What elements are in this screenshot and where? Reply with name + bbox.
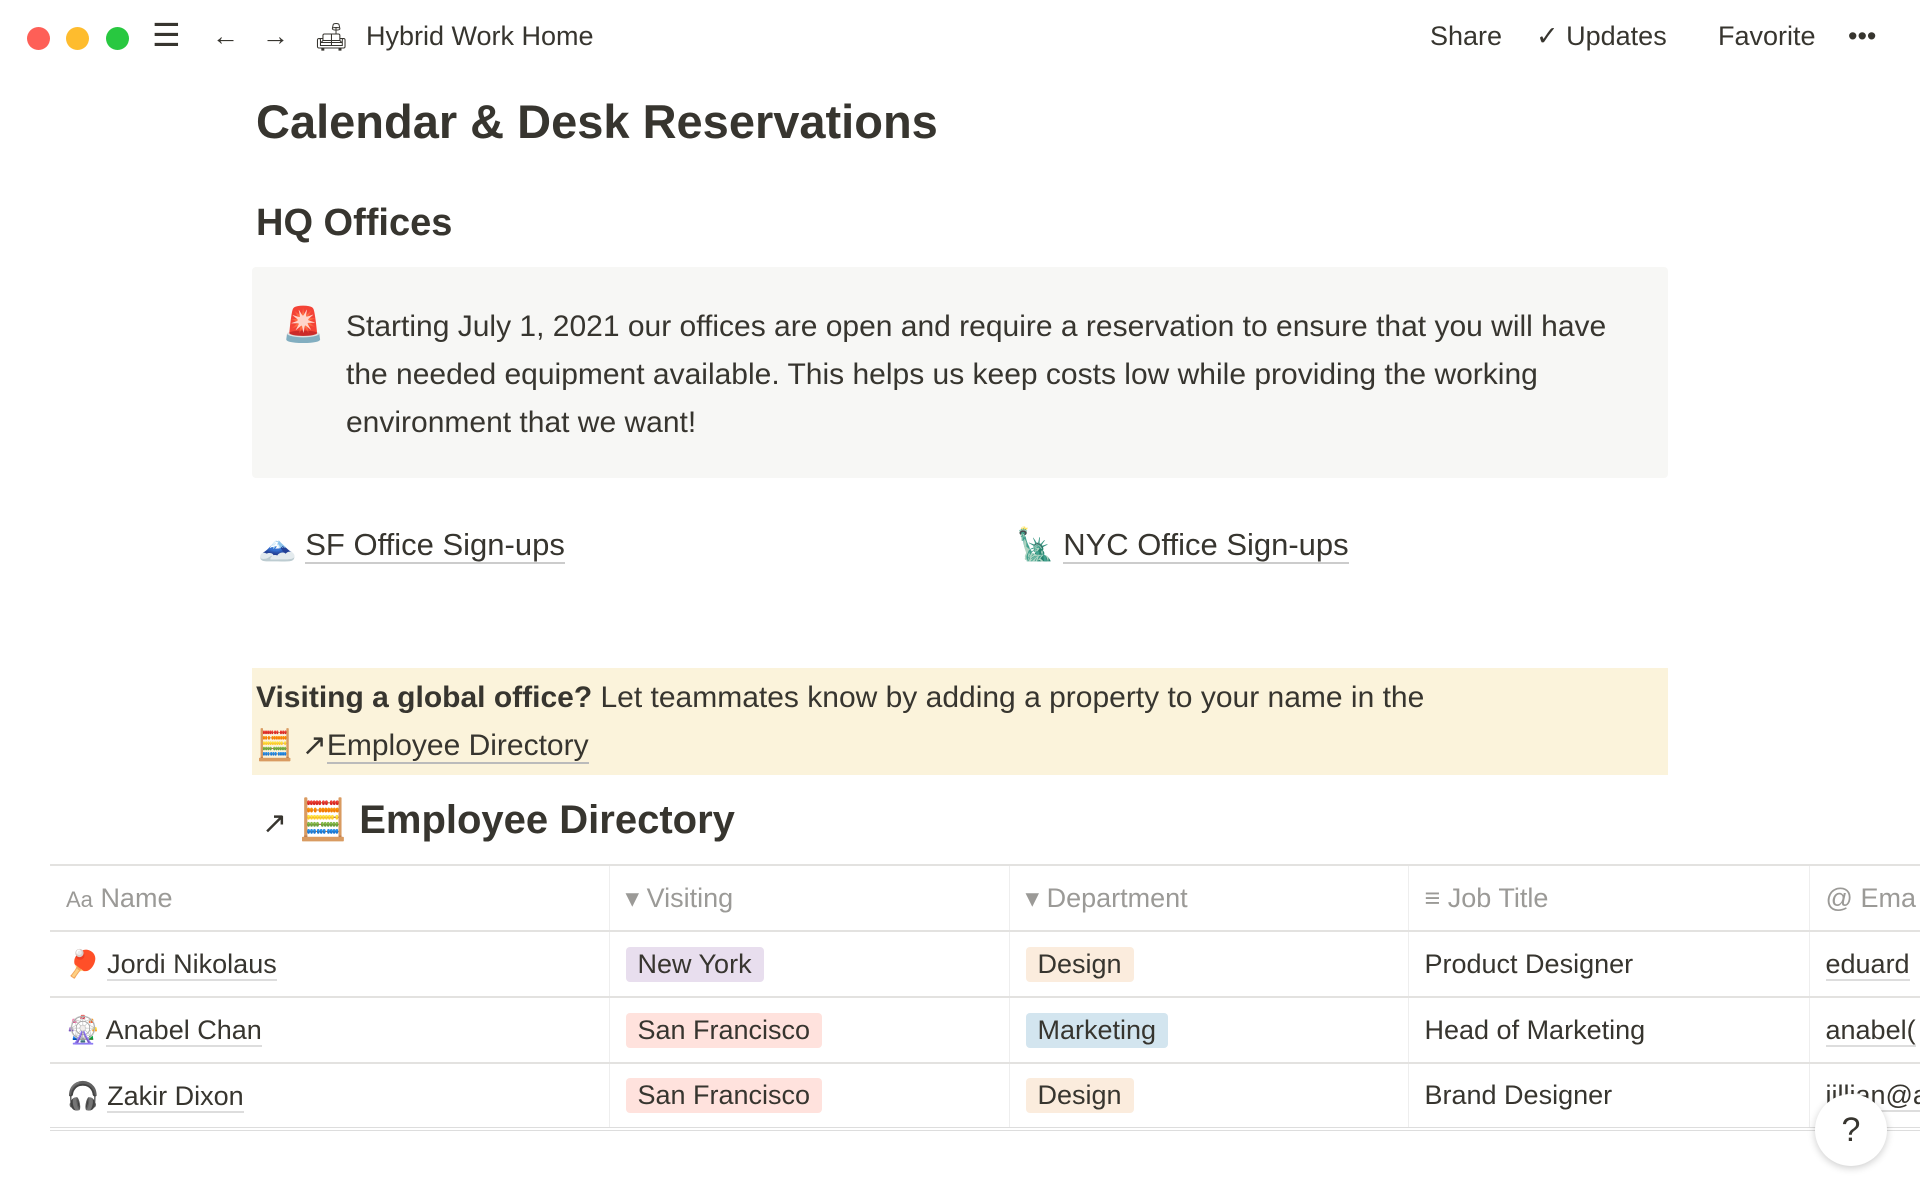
- breadcrumb[interactable]: Hybrid Work Home: [366, 21, 594, 51]
- department-cell[interactable]: Marketing: [1009, 996, 1409, 1063]
- department-tag: Design: [1025, 946, 1134, 982]
- email-value: eduard: [1825, 948, 1910, 981]
- visiting-cell[interactable]: San Francisco: [609, 1062, 1010, 1131]
- back-arrow-icon[interactable]: ←: [212, 21, 239, 51]
- name-cell[interactable]: 🎧 Zakir Dixon: [50, 1062, 610, 1131]
- text-lines-icon: ≡: [1424, 882, 1441, 913]
- database-title-label: Employee Directory: [359, 798, 735, 842]
- nyc-signups-link[interactable]: 🗽 NYC Office Sign-ups: [1016, 526, 1349, 564]
- share-button[interactable]: Share: [1430, 21, 1503, 51]
- column-header-job-title[interactable]: ≡ Job Title: [1408, 864, 1810, 931]
- notice-block: Visiting a global office? Let teammates …: [252, 668, 1668, 775]
- callout: 🚨 Starting July 1, 2021 our offices are …: [252, 267, 1668, 478]
- name-cell[interactable]: 🎡 Anabel Chan: [50, 996, 610, 1063]
- visiting-cell[interactable]: San Francisco: [609, 996, 1010, 1063]
- menu-icon[interactable]: ☰: [152, 17, 181, 53]
- department-cell[interactable]: Design: [1009, 930, 1409, 997]
- visiting-tag: New York: [625, 946, 764, 982]
- person-emoji-icon: 🏓: [66, 949, 100, 979]
- table-row[interactable]: 🏓 Jordi Nikolaus New York Design Product…: [50, 930, 1920, 997]
- statue-of-liberty-icon: 🗽: [1016, 527, 1055, 562]
- person-emoji-icon: 🎧: [66, 1080, 100, 1111]
- maximize-window-button[interactable]: [106, 27, 129, 50]
- notice-text: Let teammates know by adding a property …: [592, 681, 1425, 714]
- link-label: SF Office Sign-ups: [305, 527, 565, 564]
- minimize-window-button[interactable]: [66, 27, 89, 50]
- couch-icon: 🛋: [314, 22, 349, 52]
- column-label: Name: [100, 882, 173, 913]
- email-cell[interactable]: anabel(: [1809, 996, 1920, 1063]
- column-header-email[interactable]: @ Ema: [1809, 864, 1920, 931]
- column-label: Job Title: [1447, 882, 1549, 913]
- more-icon[interactable]: •••: [1848, 21, 1877, 51]
- page-title: Calendar & Desk Reservations: [256, 95, 938, 148]
- forward-arrow-icon[interactable]: →: [262, 21, 289, 51]
- column-header-department[interactable]: ▾ Department: [1009, 864, 1409, 931]
- employee-directory-link[interactable]: Employee Directory: [326, 729, 589, 764]
- column-label: Visiting: [646, 882, 734, 913]
- employee-table: Aa Name ▾ Visiting ▾ Department ≡ Job Ti…: [50, 864, 1920, 1131]
- select-property-icon: ▾: [625, 882, 640, 913]
- close-window-button[interactable]: [27, 27, 50, 50]
- table-row[interactable]: 🎧 Zakir Dixon San Francisco Design Brand…: [50, 1062, 1920, 1131]
- database-title[interactable]: ↗ 🧮 Employee Directory: [262, 796, 735, 843]
- select-property-icon: ▾: [1025, 882, 1040, 913]
- link-arrow-icon: ↗: [301, 729, 327, 762]
- text-property-icon: Aa: [66, 886, 93, 912]
- job-title-cell[interactable]: Brand Designer: [1408, 1062, 1810, 1131]
- name-cell[interactable]: 🏓 Jordi Nikolaus: [50, 930, 610, 997]
- job-title-cell[interactable]: Product Designer: [1408, 930, 1810, 997]
- section-heading: HQ Offices: [256, 202, 453, 244]
- updates-label: Updates: [1566, 21, 1667, 51]
- department-tag: Design: [1025, 1078, 1134, 1113]
- abacus-icon: 🧮: [298, 798, 349, 842]
- email-value: anabel(: [1825, 1014, 1916, 1047]
- person-emoji-icon: 🎡: [66, 1015, 100, 1045]
- updates-button[interactable]: ✓ Updates: [1536, 21, 1667, 52]
- department-tag: Marketing: [1025, 1012, 1169, 1048]
- siren-icon: 🚨: [282, 306, 325, 344]
- column-label: Ema: [1860, 882, 1916, 913]
- department-cell[interactable]: Design: [1009, 1062, 1409, 1131]
- check-icon: ✓: [1536, 21, 1567, 51]
- sf-signups-link[interactable]: 🗻 SF Office Sign-ups: [258, 526, 565, 564]
- visiting-tag: San Francisco: [625, 1078, 823, 1113]
- visiting-tag: San Francisco: [625, 1012, 823, 1048]
- person-name[interactable]: Anabel Chan: [105, 1015, 262, 1047]
- link-arrow-icon: ↗: [262, 807, 288, 840]
- at-icon: @: [1825, 882, 1853, 913]
- job-title-cell[interactable]: Head of Marketing: [1408, 996, 1810, 1063]
- person-name[interactable]: Zakir Dixon: [107, 1080, 244, 1113]
- help-button[interactable]: ?: [1815, 1094, 1887, 1166]
- email-cell[interactable]: eduard: [1809, 930, 1920, 997]
- link-label: NYC Office Sign-ups: [1063, 527, 1349, 564]
- column-header-name[interactable]: Aa Name: [50, 864, 610, 931]
- table-header: Aa Name ▾ Visiting ▾ Department ≡ Job Ti…: [50, 864, 1920, 931]
- abacus-icon: 🧮: [256, 729, 294, 762]
- notice-bold: Visiting a global office?: [256, 681, 593, 714]
- favorite-button[interactable]: Favorite: [1718, 21, 1816, 51]
- column-header-visiting[interactable]: ▾ Visiting: [609, 864, 1010, 931]
- visiting-cell[interactable]: New York: [609, 930, 1010, 997]
- table-row[interactable]: 🎡 Anabel Chan San Francisco Marketing He…: [50, 996, 1920, 1063]
- column-label: Department: [1046, 882, 1188, 913]
- person-name[interactable]: Jordi Nikolaus: [107, 949, 277, 981]
- callout-text: Starting July 1, 2021 our offices are op…: [346, 310, 1607, 439]
- mount-fuji-icon: 🗻: [258, 527, 297, 562]
